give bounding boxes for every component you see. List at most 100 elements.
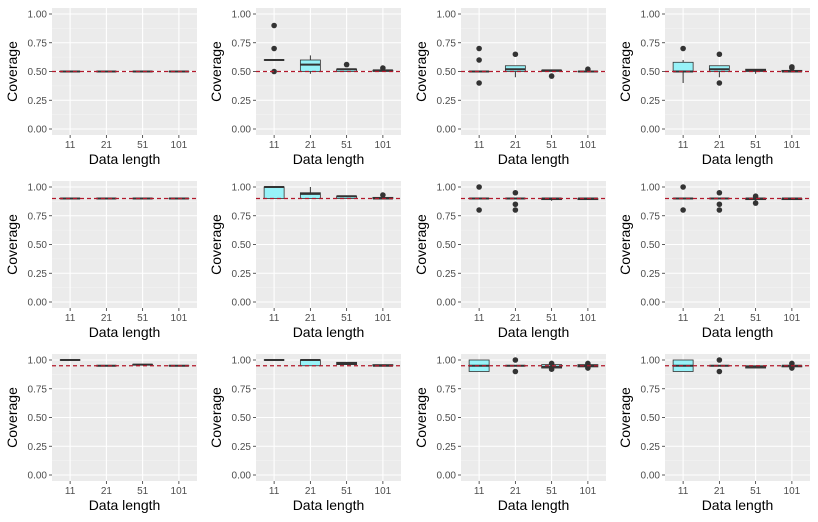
y-tick-label: 0.75 <box>232 384 252 395</box>
box-11 <box>672 359 694 372</box>
y-axis-title: Coverage <box>413 214 429 275</box>
y-tick-label: 0.25 <box>232 96 252 107</box>
box-body <box>672 61 694 72</box>
x-tick-label: 101 <box>375 140 392 151</box>
x-tick-label: 21 <box>305 313 317 324</box>
outlier-point <box>512 189 519 196</box>
x-tick-label: 51 <box>341 140 353 151</box>
x-tick-label: 51 <box>341 486 353 497</box>
x-tick-label: 51 <box>137 313 149 324</box>
y-tick-label: 0.75 <box>232 211 252 222</box>
box-51 <box>745 68 767 74</box>
outlier-point <box>548 360 555 367</box>
x-tick-label: 11 <box>269 313 280 324</box>
y-tick-label: 1.00 <box>28 356 48 367</box>
outlier-point <box>585 66 591 72</box>
x-tick-label: 11 <box>474 313 485 324</box>
y-axis-title: Coverage <box>208 214 224 275</box>
outlier-point <box>789 65 795 71</box>
y-tick-label: 0.75 <box>437 384 457 395</box>
panel-2-4: 0.00 0.25 0.50 0.75 1.00 11 21 51 101 Data length… <box>617 181 810 340</box>
x-tick-label: 11 <box>678 313 689 324</box>
x-tick-label: 101 <box>784 486 801 497</box>
box-51 <box>541 360 563 373</box>
x-tick-label: 11 <box>474 486 485 497</box>
x-tick-label: 101 <box>784 313 801 324</box>
x-axis-title: Data length <box>702 324 774 340</box>
x-axis-title: Data length <box>498 497 570 513</box>
box-11 <box>263 186 285 199</box>
y-tick-label: 0.00 <box>641 298 661 309</box>
y-tick-label: 0.50 <box>232 67 252 78</box>
x-tick-label: 21 <box>714 140 726 151</box>
x-tick-label: 11 <box>474 140 485 151</box>
x-tick-label: 21 <box>510 140 522 151</box>
y-tick-label: 0.50 <box>232 240 252 251</box>
panel-1-4: 0.00 0.25 0.50 0.75 1.00 11 21 51 101 Data length… <box>617 8 810 167</box>
x-tick-label: 51 <box>546 486 558 497</box>
x-tick-label: 51 <box>750 313 762 324</box>
x-tick-label: 51 <box>137 140 149 151</box>
y-tick-label: 0.00 <box>232 298 252 309</box>
panel-3-3: 0.00 0.25 0.50 0.75 1.00 11 21 51 101 Data length… <box>413 354 606 513</box>
outlier-point <box>476 184 482 190</box>
x-axis-title: Data length <box>702 151 774 167</box>
x-tick-label: 11 <box>65 486 76 497</box>
outlier-point <box>716 207 723 213</box>
y-tick-label: 0.25 <box>437 96 457 107</box>
y-tick-label: 0.75 <box>28 38 48 49</box>
y-tick-label: 0.00 <box>641 471 661 482</box>
y-tick-label: 0.00 <box>641 125 661 136</box>
panel-1-3: 0.00 0.25 0.50 0.75 1.00 11 21 51 101 Data length… <box>413 8 606 167</box>
box-body <box>299 59 321 72</box>
y-tick-label: 0.75 <box>28 211 48 222</box>
outlier-point <box>680 207 686 213</box>
y-tick-label: 0.00 <box>28 298 48 309</box>
y-tick-label: 0.50 <box>28 413 48 424</box>
y-tick-label: 0.75 <box>641 211 661 222</box>
box-11 <box>263 22 285 75</box>
y-axis-title: Coverage <box>617 214 633 275</box>
panel-3-1: 0.00 0.25 0.50 0.75 1.00 11 21 51 101 Data length… <box>4 354 197 513</box>
box-21 <box>504 189 526 213</box>
x-tick-label: 21 <box>101 313 113 324</box>
x-tick-label: 101 <box>580 313 597 324</box>
panel-2-2: 0.00 0.25 0.50 0.75 1.00 11 21 51 101 Data length… <box>208 181 401 340</box>
outlier-point <box>512 368 519 375</box>
outlier-point <box>585 360 591 367</box>
box-51 <box>336 361 358 365</box>
panel-2-1: 0.00 0.25 0.50 0.75 1.00 11 21 51 101 Data length… <box>4 181 197 340</box>
y-tick-label: 1.00 <box>232 356 252 367</box>
x-tick-label: 11 <box>269 140 280 151</box>
y-tick-label: 0.50 <box>437 67 457 78</box>
x-tick-label: 21 <box>101 486 113 497</box>
box-11 <box>468 359 490 372</box>
outlier-point <box>752 200 759 206</box>
y-axis-title: Coverage <box>208 387 224 448</box>
y-tick-label: 0.50 <box>28 240 48 251</box>
box-51 <box>336 61 358 72</box>
outlier-point <box>716 201 723 208</box>
y-tick-label: 0.50 <box>641 413 661 424</box>
y-tick-label: 0.25 <box>28 442 48 453</box>
box-51 <box>745 365 767 369</box>
y-tick-label: 0.50 <box>641 240 661 251</box>
outlier-point <box>512 201 519 208</box>
x-tick-label: 11 <box>269 486 280 497</box>
y-tick-label: 0.25 <box>28 96 48 107</box>
y-tick-label: 0.25 <box>437 269 457 280</box>
outlier-point <box>512 357 519 363</box>
x-tick-label: 21 <box>714 313 726 324</box>
x-axis-title: Data length <box>89 497 161 513</box>
y-tick-label: 0.25 <box>641 96 661 107</box>
outlier-point <box>716 357 723 363</box>
y-tick-label: 1.00 <box>28 10 48 21</box>
y-tick-label: 0.50 <box>437 413 457 424</box>
y-tick-label: 0.00 <box>437 471 457 482</box>
y-tick-label: 1.00 <box>437 183 457 194</box>
box-21 <box>504 51 526 78</box>
box-body <box>299 192 321 199</box>
x-tick-label: 51 <box>546 313 558 324</box>
outlier-point <box>380 192 386 198</box>
